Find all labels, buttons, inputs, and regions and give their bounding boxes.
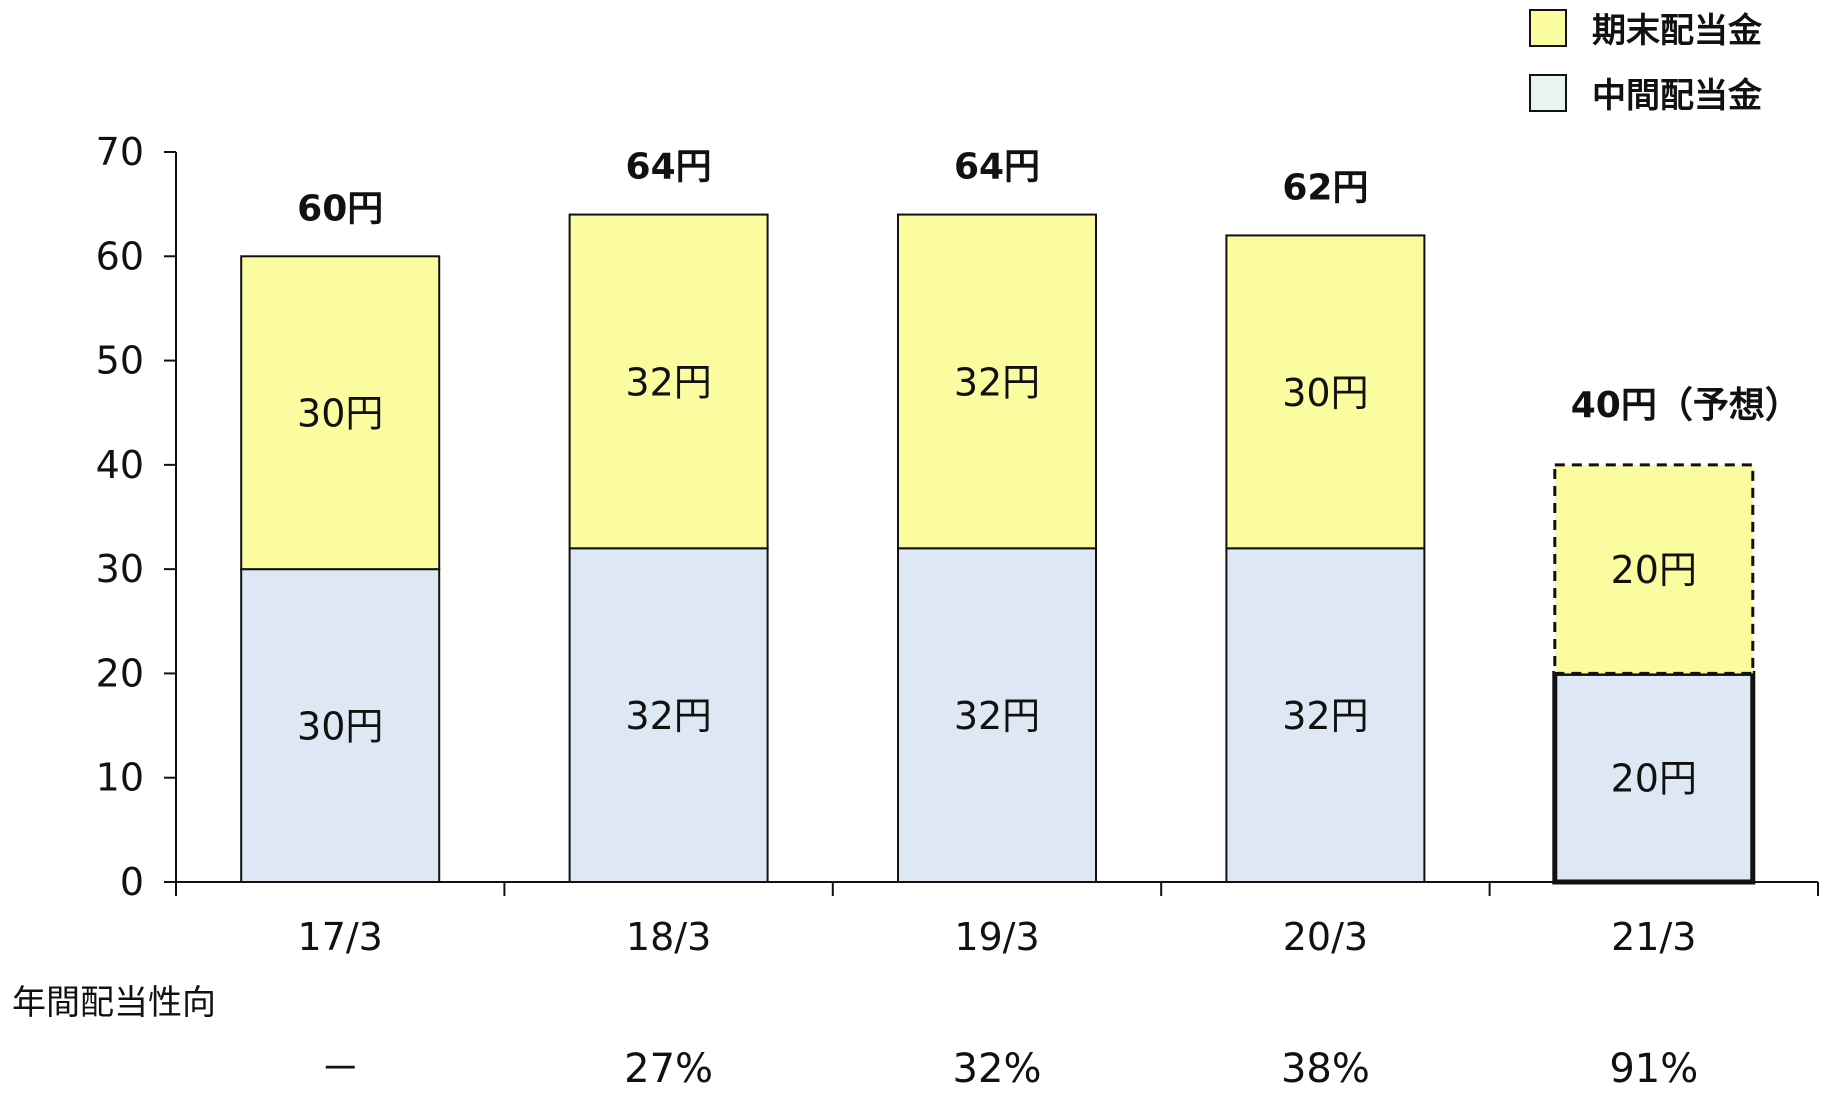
bar-interim-label: 20円 xyxy=(1611,757,1697,801)
bar-yearend-label: 30円 xyxy=(297,392,383,436)
bar-interim-19/3 xyxy=(897,547,1097,883)
payout-ratio-value: 27% xyxy=(624,1046,713,1092)
payout-ratio-row: 年間配当性向 － 27% 32% 38% 91% xyxy=(12,983,1698,1092)
bar-total-label: 64円 xyxy=(626,147,712,188)
bar-total-label: 62円 xyxy=(1282,167,1368,208)
labels: 30円 30円 60円 17/3 32円 32円 64円 18/3 32円 32円 64円 19/3 3… xyxy=(297,147,1801,959)
bar-yearend-20/3 xyxy=(1225,234,1426,550)
bar-yearend-19/3 xyxy=(897,213,1097,550)
payout-ratio-value: － xyxy=(320,1046,360,1092)
bar-yearend-label: 20円 xyxy=(1611,548,1697,592)
payout-ratio-value: 91% xyxy=(1609,1046,1698,1092)
legend-label: 中間配当金 xyxy=(1592,76,1763,116)
y-tick-label: 0 xyxy=(120,860,144,904)
y-tick-label: 50 xyxy=(96,339,144,383)
y-tick-label: 40 xyxy=(96,443,144,487)
bar-total-label: 40円（予想） xyxy=(1571,385,1801,426)
payout-ratio-title: 年間配当性向 xyxy=(12,983,216,1023)
y-tick-label: 60 xyxy=(96,234,144,278)
bar-yearend-21/3 xyxy=(1553,463,1755,675)
legend-swatch xyxy=(1529,9,1567,47)
bar-interim-label: 30円 xyxy=(297,705,383,749)
x-tick-label: 18/3 xyxy=(626,915,711,959)
legend-swatch xyxy=(1529,74,1567,112)
bar-interim-17/3 xyxy=(240,568,441,884)
x-tick-label: 17/3 xyxy=(298,915,383,959)
bar-interim-label: 32円 xyxy=(625,694,711,738)
x-tick-label: 19/3 xyxy=(954,915,1039,959)
bar-yearend-label: 32円 xyxy=(954,360,1040,404)
bar-yearend-label: 32円 xyxy=(625,360,711,404)
payout-ratio-value: 32% xyxy=(953,1046,1042,1092)
y-tick-label: 10 xyxy=(96,756,144,800)
y-tick-label: 20 xyxy=(96,651,144,695)
y-tick-label: 70 xyxy=(96,130,144,174)
bar-yearend-17/3 xyxy=(240,255,441,571)
bar-interim-label: 32円 xyxy=(1282,694,1368,738)
bar-interim-18/3 xyxy=(568,547,769,883)
y-tick-label: 30 xyxy=(96,547,144,591)
legend-label: 期末配当金 xyxy=(1592,11,1763,51)
bar-yearend-18/3 xyxy=(568,213,769,550)
x-tick-label: 21/3 xyxy=(1611,915,1696,959)
bar-total-label: 64円 xyxy=(954,147,1040,188)
bar-interim-label: 32円 xyxy=(954,694,1040,738)
bar-total-label: 60円 xyxy=(297,188,383,229)
bar-interim-20/3 xyxy=(1225,547,1426,883)
x-tick-label: 20/3 xyxy=(1283,915,1368,959)
bars xyxy=(240,213,1756,885)
bar-interim-21/3 xyxy=(1552,670,1756,885)
bar-yearend-label: 30円 xyxy=(1282,371,1368,415)
payout-ratio-value: 38% xyxy=(1281,1046,1370,1092)
